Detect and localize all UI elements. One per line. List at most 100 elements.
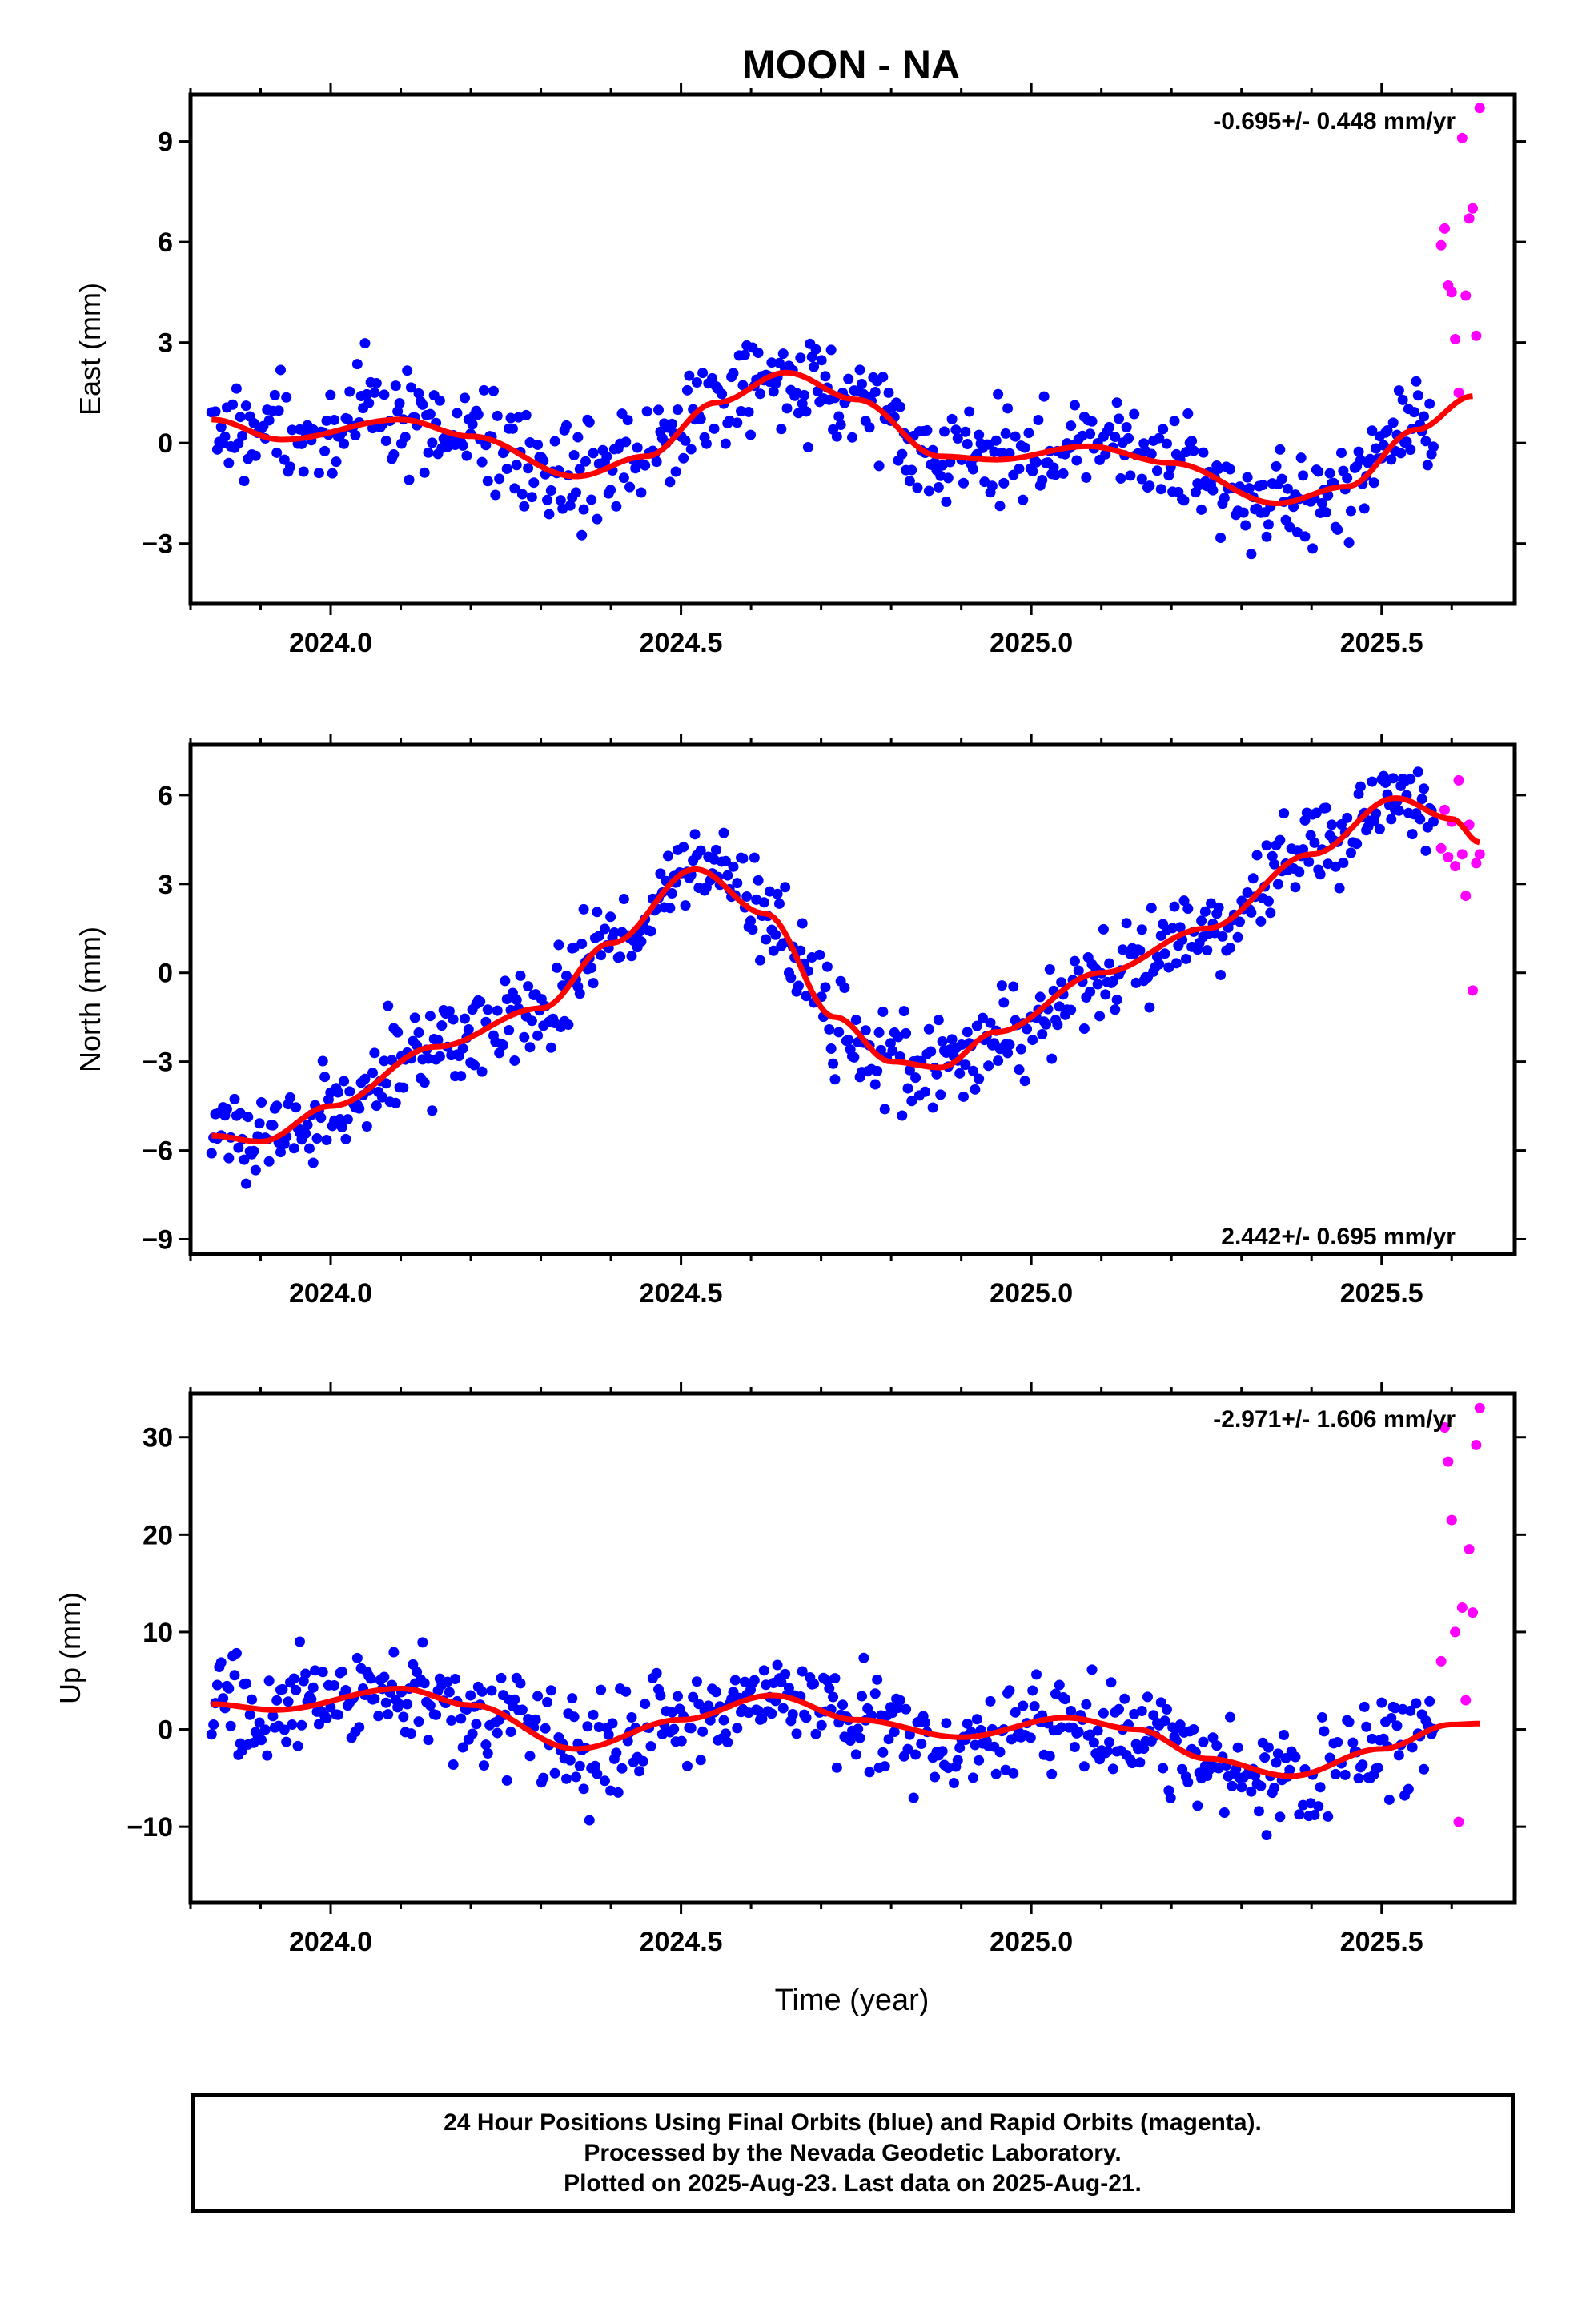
- east-final-point: [404, 474, 415, 485]
- east-final-point: [549, 436, 560, 447]
- up-final-point: [962, 1718, 973, 1729]
- up-final-point: [1424, 1695, 1435, 1707]
- up-final-point: [1044, 1751, 1055, 1762]
- east-model-curve: [211, 369, 1473, 506]
- up-final-point: [697, 1726, 709, 1737]
- east-final-point: [427, 437, 438, 448]
- east-final-point: [331, 456, 342, 468]
- east-final-point: [1115, 472, 1126, 484]
- east-final-point: [1367, 425, 1378, 436]
- up-ytick-label: −10: [126, 1812, 173, 1843]
- north-final-point: [576, 938, 588, 949]
- up-final-point: [1313, 1801, 1324, 1812]
- north-final-point: [303, 1143, 315, 1154]
- east-final-point: [946, 413, 958, 424]
- panel-up: −10 0 10 20 30 2024.0 2024.5 2025.0 2025.5 Up (m…: [54, 1382, 1526, 1957]
- north-final-point: [500, 975, 511, 987]
- east-final-point: [1345, 505, 1356, 517]
- north-final-point: [460, 1013, 471, 1024]
- east-final-point: [1018, 494, 1029, 505]
- north-final-point: [820, 982, 831, 993]
- east-final-point: [962, 439, 973, 450]
- east-final-point: [275, 364, 287, 376]
- north-final-point: [250, 1164, 261, 1176]
- up-final-point: [879, 1761, 890, 1772]
- east-final-point: [1161, 438, 1172, 449]
- north-final-point: [1085, 986, 1096, 997]
- north-final-point: [524, 1042, 536, 1053]
- up-final-point: [824, 1683, 835, 1694]
- east-final-point: [1320, 507, 1331, 518]
- up-final-point: [872, 1674, 883, 1685]
- east-final-point: [586, 494, 597, 505]
- east-final-point: [1257, 480, 1268, 491]
- north-final-point: [898, 1006, 909, 1017]
- east-final-point: [1085, 428, 1096, 440]
- east-final-point: [1291, 526, 1303, 537]
- up-final-point: [1332, 1736, 1343, 1747]
- up-final-point: [640, 1699, 651, 1710]
- east-xtick-label: 2025.0: [990, 628, 1073, 658]
- up-final-point: [810, 1728, 821, 1739]
- up-final-point: [816, 1719, 827, 1731]
- up-final-point: [329, 1679, 340, 1691]
- up-final-point: [313, 1719, 324, 1730]
- up-final-point: [985, 1695, 996, 1707]
- north-final-point: [291, 1102, 302, 1113]
- north-final-point: [741, 891, 753, 902]
- east-final-point: [766, 357, 777, 368]
- north-final-point: [463, 1024, 474, 1035]
- east-final-point: [1114, 413, 1125, 424]
- up-final-point: [1102, 1746, 1113, 1757]
- north-final-point: [376, 1092, 387, 1103]
- north-final-point: [710, 844, 721, 855]
- east-final-point: [1422, 460, 1433, 471]
- north-final-point: [983, 1060, 994, 1072]
- north-final-point: [1279, 808, 1290, 819]
- north-final-point: [998, 997, 1010, 1008]
- east-final-point: [1027, 466, 1038, 477]
- east-xtick-label: 2025.5: [1340, 628, 1423, 658]
- east-final-point: [670, 466, 681, 477]
- north-final-point: [588, 978, 599, 989]
- up-final-point: [287, 1719, 298, 1731]
- north-final-point: [586, 963, 597, 974]
- north-final-point: [753, 875, 764, 886]
- up-final-point: [509, 1694, 520, 1705]
- up-final-point: [413, 1716, 424, 1727]
- east-final-point: [576, 529, 588, 541]
- north-final-point: [1407, 829, 1418, 840]
- up-rapid-point: [1471, 1439, 1482, 1450]
- up-final-point: [990, 1768, 1002, 1779]
- caption-line-plotted: Plotted on 2025-Aug-23. Last data on 202…: [564, 2170, 1142, 2197]
- east-final-point: [684, 370, 695, 381]
- north-final-point: [780, 882, 791, 893]
- north-final-point: [413, 1027, 424, 1038]
- east-final-point: [816, 355, 827, 366]
- east-ytick-label: −3: [142, 529, 173, 560]
- north-final-point: [860, 1025, 871, 1036]
- east-final-point: [950, 424, 962, 436]
- north-final-point: [662, 850, 673, 862]
- north-final-point: [563, 1019, 574, 1031]
- up-final-point: [1114, 1703, 1125, 1715]
- east-final-point: [580, 456, 591, 467]
- up-final-point: [456, 1713, 467, 1724]
- north-final-point: [946, 1034, 958, 1045]
- up-final-point: [1232, 1742, 1243, 1753]
- north-final-point: [1338, 858, 1349, 869]
- east-final-point: [1000, 428, 1011, 439]
- east-rapid-point: [1460, 290, 1472, 301]
- up-final-point: [1073, 1727, 1084, 1738]
- north-final-point: [1351, 838, 1363, 850]
- north-final-point: [456, 1071, 467, 1082]
- north-ytick-label: −9: [142, 1225, 173, 1256]
- north-final-point: [1027, 1035, 1038, 1046]
- north-xtick-label: 2025.0: [990, 1278, 1073, 1309]
- north-final-point: [288, 1143, 299, 1154]
- up-final-point: [254, 1717, 265, 1728]
- north-final-point: [1110, 1004, 1121, 1015]
- east-final-point: [227, 399, 239, 410]
- north-final-point: [432, 1035, 444, 1046]
- east-final-point: [1332, 524, 1343, 535]
